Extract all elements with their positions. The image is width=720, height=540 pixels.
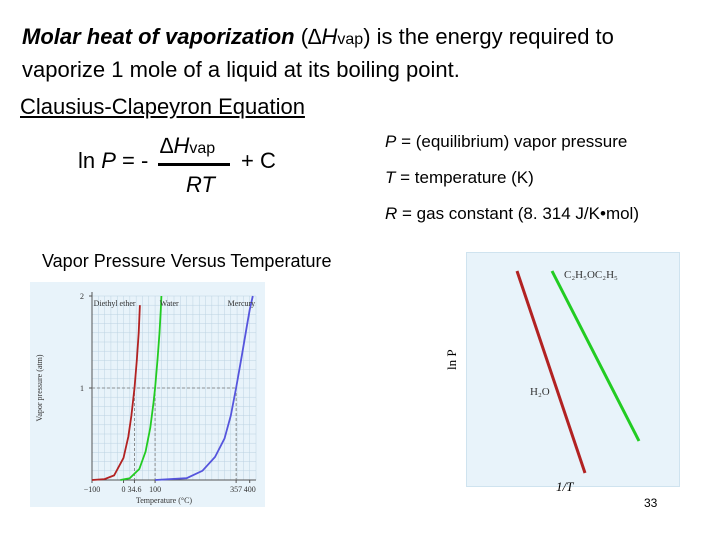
eq-p: P [101,148,116,173]
intro-term: Molar heat of vaporization [22,24,295,49]
lnp-ylabel: ln P [444,349,459,370]
vp-x-tick-label: 357 [230,485,242,494]
eq-delta-h: ∆H [160,133,190,158]
definition-r: R = gas constant (8. 314 J/K•mol) [385,204,639,224]
vp-x-tick-label: 100 [149,485,161,494]
vp-y-tick-label: 2 [80,292,84,301]
definition-r-symbol: R [385,204,398,223]
vp-y-tick-label: 1 [80,384,84,393]
chart-title: Vapor Pressure Versus Temperature [42,251,332,271]
lnp-xlabel-holder: 1/T [556,479,574,494]
equation-denominator: RT [186,172,215,197]
eq-equals-minus: = - [115,148,149,173]
definition-p-text: = (equilibrium) vapor pressure [396,132,628,151]
vp-xlabel: Temperature (°C) [136,496,193,505]
vp-series-label: Mercury [228,299,256,308]
vp-series-diethyl-ether [91,305,141,481]
lnp-series-label: C₂H₅OC₂H₅ [564,269,618,281]
lnp-ylabel-holder: ln P [444,349,459,370]
vp-x-tick-label: 400 [244,485,256,494]
definition-p: P = (equilibrium) vapor pressure [385,132,627,152]
definition-r-text: = gas constant (8. 314 J/K•mol) [397,204,639,223]
definition-p-symbol: P [385,132,397,151]
lnp-series-line [550,270,641,442]
lnp-series-line [515,270,587,474]
lnp-chart: H₂O C₂H₅OC₂H₅ [466,252,680,487]
vp-ylabel: Vapor pressure (atm) [35,354,44,421]
vp-series-label: Diethyl ether [94,299,136,308]
definition-t-text: = temperature (K) [395,168,534,187]
vp-x-tick-label: 34.6 [127,485,141,494]
definition-t: T = temperature (K) [385,168,534,188]
vp-x-tick-label: 0 [122,485,126,494]
intro-rest: ) is the energy required to vaporize 1 m… [22,24,614,82]
eq-ln: ln [78,148,102,173]
definition-t-symbol: T [385,168,396,187]
lnp-xlabel: 1/T [556,479,574,494]
section-heading: Clausius-Clapeyron Equation [20,94,305,119]
intro-delta-h: ∆H [308,24,338,49]
vp-series-label: Water [160,299,179,308]
intro-vap-sub: vap [337,31,364,48]
equation-lhs: ln P = - [78,148,148,174]
vp-series-water [120,295,163,481]
equation-plus-c: + C [241,148,276,173]
vapor-pressure-chart: −100 0 34.6 100 357 400 1 2 Temperature (°C) Vapo… [30,282,265,507]
fraction-bar [158,163,230,166]
vp-series-mercury [155,295,254,481]
intro-text: Molar heat of vaporization (∆Hvap) is th… [22,22,702,85]
eq-vap-sub: vap [189,140,216,157]
intro-paren: ( [294,24,309,49]
lnp-chart-background [467,253,679,486]
equation-numerator: ∆Hvap [160,133,215,159]
vp-x-tick-label: −100 [84,485,101,494]
page-number: 33 [644,496,658,510]
vp-chart-background [30,282,265,507]
lnp-series-label: H₂O [530,386,550,398]
